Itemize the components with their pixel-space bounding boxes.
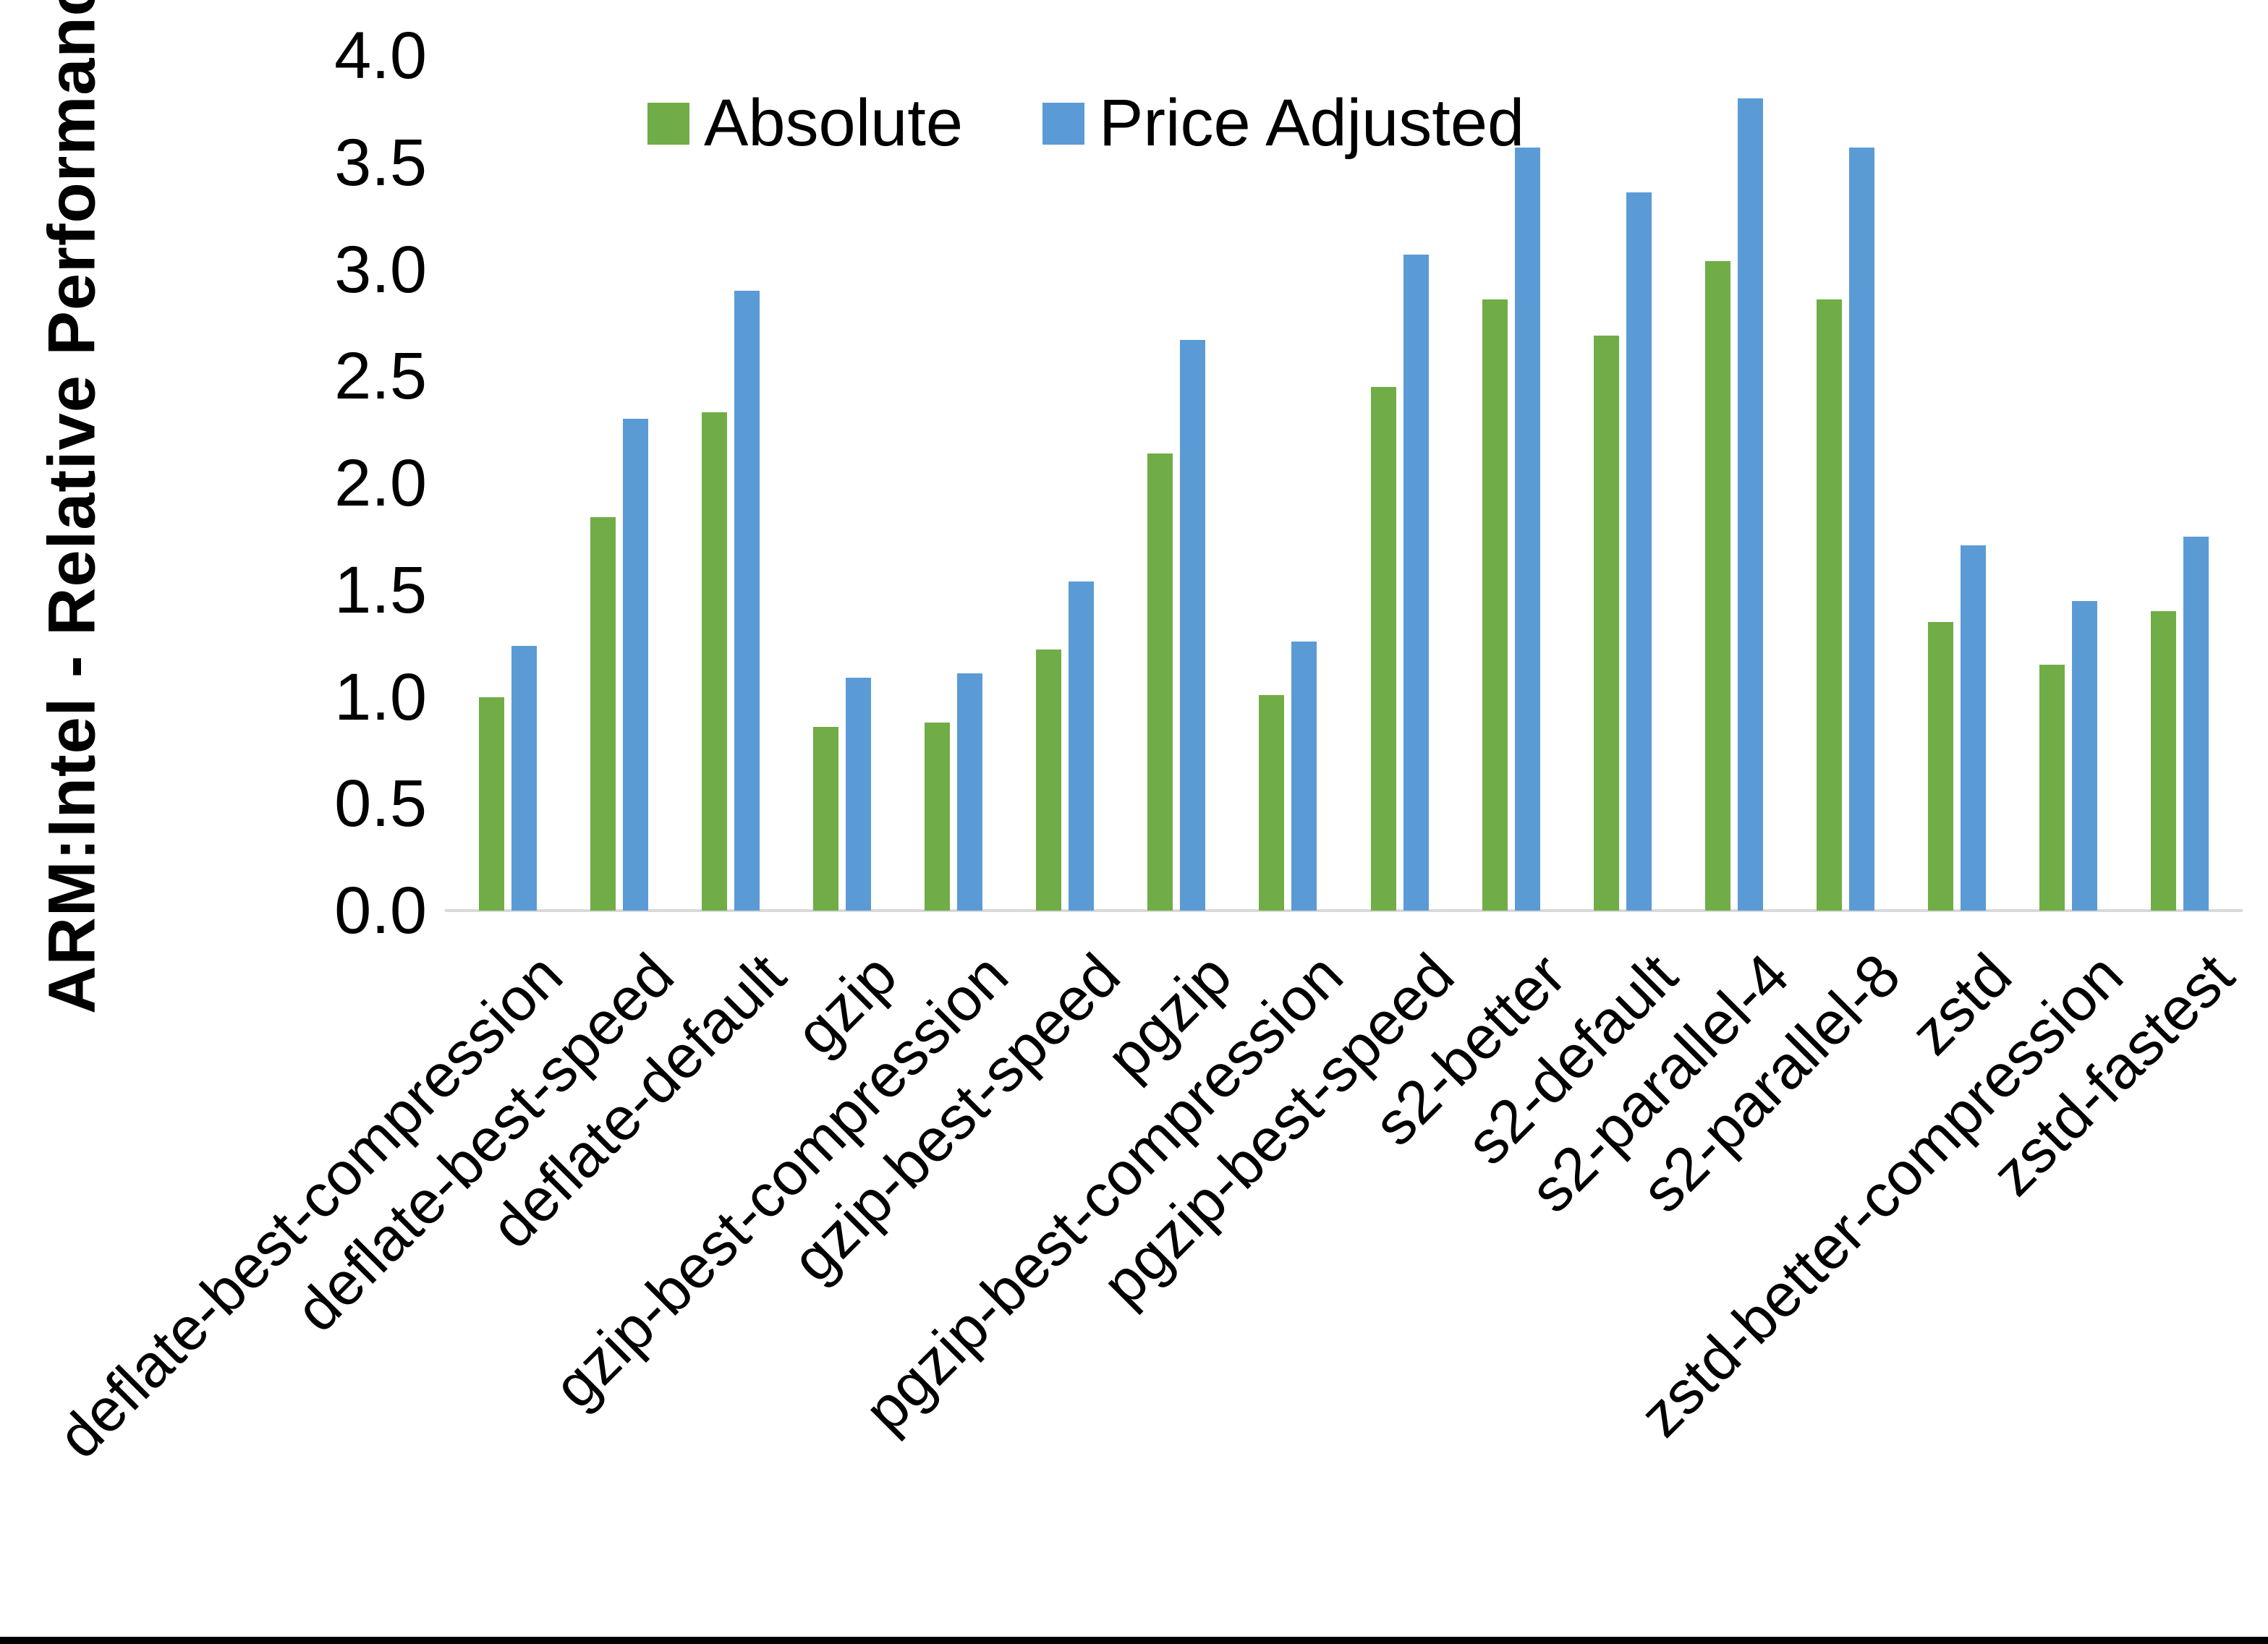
bar-price-adjusted-zstd-better-compression <box>2071 600 2097 911</box>
y-tick-label: 4.0 <box>334 19 427 93</box>
bar-absolute-s2-parallel-8 <box>1816 299 1842 911</box>
bar-price-adjusted-pgzip-best-compression <box>1291 641 1317 911</box>
x-axis-line <box>445 909 2243 912</box>
bar-absolute-gzip-best-compression <box>925 722 951 911</box>
y-tick-label: 2.5 <box>334 339 427 414</box>
bar-absolute-gzip <box>813 726 839 911</box>
legend-swatch-icon <box>647 102 689 145</box>
bar-price-adjusted-deflate-best-compression <box>511 645 538 911</box>
bar-price-adjusted-deflate-best-speed <box>623 419 649 911</box>
legend-item-price-adjusted: Price Adjusted <box>1042 85 1524 161</box>
bar-absolute-pgzip-best-compression <box>1259 694 1285 911</box>
bar-absolute-pgzip-best-speed <box>1370 387 1396 911</box>
bar-price-adjusted-gzip-best-speed <box>1069 581 1095 911</box>
y-tick-label: 1.5 <box>334 553 427 627</box>
bar-price-adjusted-s2-parallel-4 <box>1737 98 1763 911</box>
y-tick-label: 1.0 <box>334 660 427 734</box>
y-tick-label: 2.0 <box>334 446 427 520</box>
legend-item-absolute: Absolute <box>647 85 963 161</box>
bar-price-adjusted-s2-better <box>1514 148 1540 911</box>
bar-absolute-gzip-best-speed <box>1036 649 1062 911</box>
bar-absolute-zstd-better-compression <box>2039 665 2065 911</box>
bar-absolute-zstd <box>1927 622 1953 911</box>
bar-price-adjusted-s2-default <box>1626 192 1652 911</box>
legend: Absolute Price Adjusted <box>647 85 1524 161</box>
y-tick-label: 3.0 <box>334 232 427 307</box>
bar-absolute-pgzip <box>1147 453 1173 911</box>
bar-absolute-deflate-best-compression <box>479 697 505 911</box>
bar-absolute-s2-parallel-4 <box>1704 260 1730 911</box>
bar-absolute-s2-better <box>1482 299 1508 911</box>
legend-label: Price Adjusted <box>1099 86 1525 160</box>
bar-price-adjusted-gzip <box>846 677 872 911</box>
y-tick-label: 3.5 <box>334 125 427 200</box>
bar-price-adjusted-deflate-default <box>734 291 760 911</box>
bar-price-adjusted-pgzip-best-speed <box>1403 254 1429 911</box>
bar-price-adjusted-zstd <box>1960 545 1986 911</box>
legend-label: Absolute <box>704 86 964 160</box>
bar-absolute-zstd-fastest <box>2150 611 2176 911</box>
y-tick-label: 0.0 <box>334 874 427 947</box>
bottom-border <box>0 1637 2268 1644</box>
bar-price-adjusted-gzip-best-compression <box>957 673 983 911</box>
bar-absolute-s2-default <box>1593 336 1619 911</box>
bar-absolute-deflate-best-speed <box>590 517 616 911</box>
bar-price-adjusted-pgzip <box>1180 340 1206 911</box>
bar-price-adjusted-s2-parallel-8 <box>1848 148 1874 911</box>
bar-price-adjusted-zstd-fastest <box>2183 536 2209 911</box>
legend-swatch-icon <box>1042 102 1085 145</box>
y-tick-label: 0.5 <box>334 767 427 841</box>
bar-absolute-deflate-default <box>702 412 728 911</box>
